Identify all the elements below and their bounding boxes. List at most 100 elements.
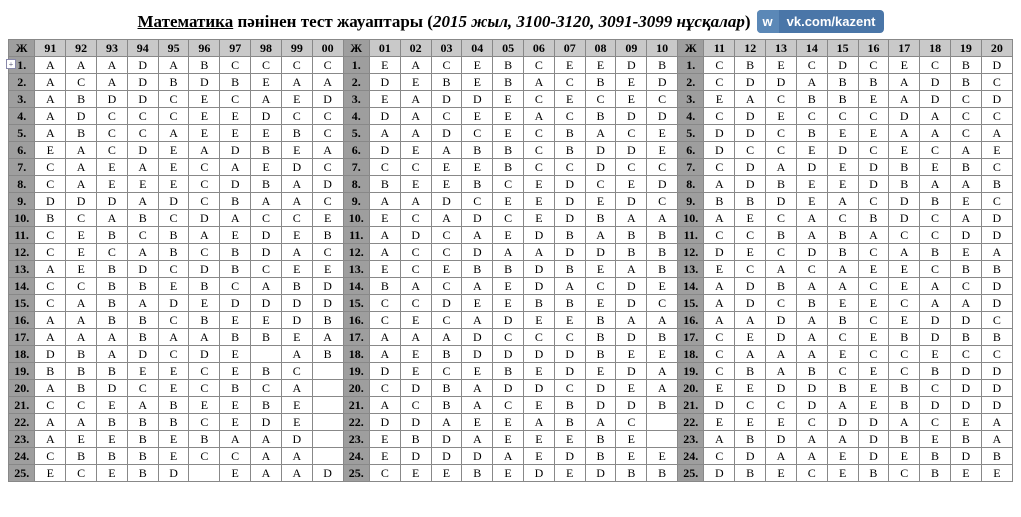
cell: A xyxy=(400,91,431,108)
cell: C xyxy=(858,346,889,363)
cell: E xyxy=(369,210,400,227)
cell: B xyxy=(585,448,616,465)
cell: A xyxy=(35,108,66,125)
table-row: 22.AABBBCEDE22.DDAEEABAC22.EEECDDACEA xyxy=(9,414,1013,431)
page-title: Математика пәнінен тест жауаптары (2015 … xyxy=(138,12,751,32)
cell: E xyxy=(950,414,981,431)
cell: C xyxy=(981,159,1012,176)
cell: A xyxy=(858,227,889,244)
row-num: 20. xyxy=(678,380,704,397)
cell: E xyxy=(369,57,400,74)
cell: D xyxy=(616,193,647,210)
cell: D xyxy=(704,465,735,482)
table-row: 24.CBBBECCAA24.EDDDAEDBEE24.CDAAEDEBDB xyxy=(9,448,1013,465)
cell: D xyxy=(369,74,400,91)
cell: E xyxy=(827,465,858,482)
cell: A xyxy=(369,193,400,210)
cell: B xyxy=(647,57,678,74)
row-num: 14. xyxy=(343,278,369,295)
cell: C xyxy=(312,57,343,74)
cell: C xyxy=(858,142,889,159)
table-row: 8.CAEEECDBAD8.BEEBCEDCED8.ADBEEDBAAB xyxy=(9,176,1013,193)
cell: E xyxy=(158,431,189,448)
cell: C xyxy=(616,414,647,431)
cell: C xyxy=(189,380,220,397)
cell: E xyxy=(827,295,858,312)
cell: D xyxy=(554,448,585,465)
vk-badge[interactable]: w vk.com/kazent xyxy=(757,10,884,33)
col-h: 92 xyxy=(66,40,97,57)
cell: A xyxy=(35,74,66,91)
cell: D xyxy=(735,448,766,465)
cell: E xyxy=(189,397,220,414)
cell: D xyxy=(281,295,312,312)
cell: B xyxy=(950,57,981,74)
cell: D xyxy=(400,227,431,244)
cell: D xyxy=(889,210,920,227)
col-h: 03 xyxy=(431,40,462,57)
row-num: 22. xyxy=(678,414,704,431)
cell: E xyxy=(585,261,616,278)
cell: D xyxy=(493,346,524,363)
cell: B xyxy=(66,346,97,363)
cell: E xyxy=(827,125,858,142)
cell: E xyxy=(281,414,312,431)
cell: C xyxy=(554,74,585,91)
cell: A xyxy=(127,244,158,261)
title-bar: Математика пәнінен тест жауаптары (2015 … xyxy=(8,10,1013,33)
cell: B xyxy=(796,363,827,380)
row-num: 2. xyxy=(678,74,704,91)
cell: B xyxy=(920,244,951,261)
cell: A xyxy=(462,227,493,244)
cell: A xyxy=(400,108,431,125)
cell: C xyxy=(220,91,251,108)
cell: C xyxy=(400,210,431,227)
cell: A xyxy=(281,346,312,363)
cell: A xyxy=(704,176,735,193)
cell: E xyxy=(735,329,766,346)
cell: B xyxy=(585,210,616,227)
cell: A xyxy=(647,363,678,380)
table-row: 6.EACDEADBEA6.DEABBCBDDE6.DCCEDCECAE xyxy=(9,142,1013,159)
cell: A xyxy=(889,414,920,431)
cell: C xyxy=(950,91,981,108)
cell: D xyxy=(35,193,66,210)
cell: D xyxy=(431,448,462,465)
cell: C xyxy=(616,125,647,142)
cell: B xyxy=(97,363,128,380)
cell: E xyxy=(827,159,858,176)
cell: D xyxy=(312,278,343,295)
row-num: 14. xyxy=(9,278,35,295)
cell: D xyxy=(827,414,858,431)
cell: D xyxy=(251,295,282,312)
cell: B xyxy=(493,74,524,91)
col-h: 96 xyxy=(189,40,220,57)
cell: B xyxy=(493,57,524,74)
cell: B xyxy=(35,210,66,227)
cell: D xyxy=(616,329,647,346)
cell: C xyxy=(920,142,951,159)
cell: A xyxy=(369,125,400,142)
cell: C xyxy=(554,159,585,176)
title-subject: Математика xyxy=(138,12,234,31)
cell: D xyxy=(735,176,766,193)
cell: A xyxy=(493,448,524,465)
cell: A xyxy=(369,397,400,414)
cell: D xyxy=(889,193,920,210)
cell: E xyxy=(704,414,735,431)
cell: E xyxy=(524,397,555,414)
cell: D xyxy=(158,193,189,210)
cell: B xyxy=(251,176,282,193)
cell: B xyxy=(127,431,158,448)
cell: D xyxy=(766,329,797,346)
cell: E xyxy=(431,159,462,176)
cell: B xyxy=(766,227,797,244)
cell: D xyxy=(616,397,647,414)
cell: A xyxy=(704,295,735,312)
cell: C xyxy=(35,227,66,244)
cell: D xyxy=(554,244,585,261)
cell: E xyxy=(400,142,431,159)
cell: E xyxy=(493,465,524,482)
cell: B xyxy=(97,414,128,431)
cell: C xyxy=(858,57,889,74)
